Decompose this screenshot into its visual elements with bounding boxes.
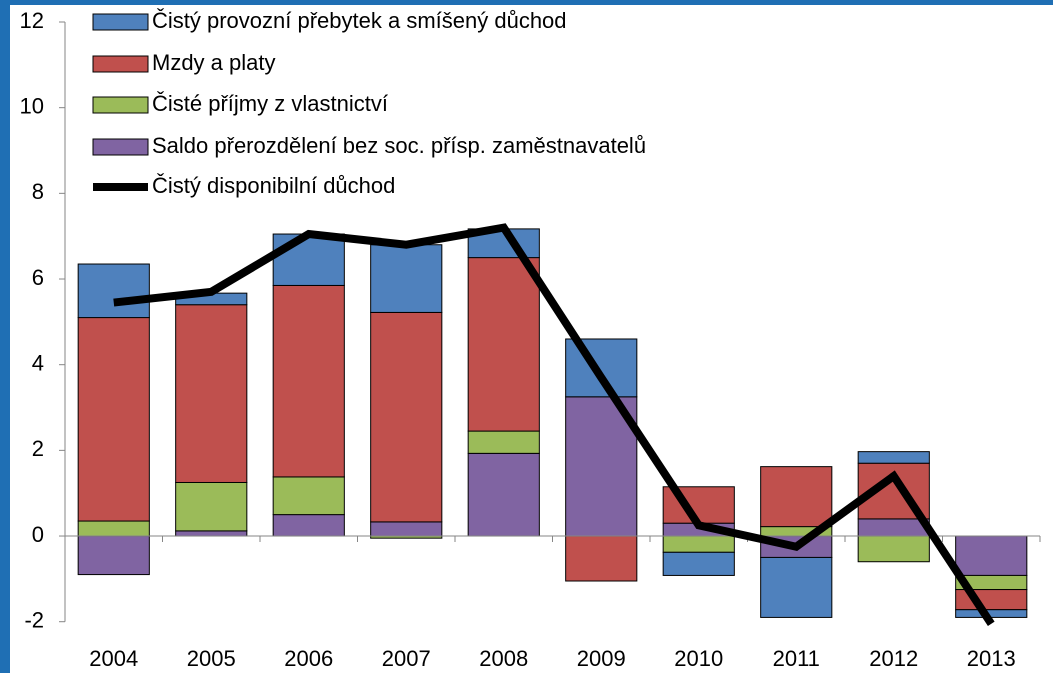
legend-label: Čistý disponibilní důchod bbox=[152, 173, 395, 198]
bar bbox=[565, 535, 638, 582]
bar bbox=[272, 233, 345, 286]
y-tick-label: 12 bbox=[20, 8, 44, 33]
y-tick-label: 8 bbox=[32, 179, 44, 204]
bar bbox=[175, 530, 248, 537]
bar bbox=[175, 304, 248, 483]
bar bbox=[272, 514, 345, 537]
bar bbox=[857, 518, 930, 537]
line bbox=[113, 223, 995, 627]
bar bbox=[760, 556, 833, 618]
legend-swatch bbox=[92, 96, 149, 114]
x-tick-label: 2012 bbox=[869, 646, 918, 671]
bar bbox=[77, 535, 150, 576]
y-tick-label: 0 bbox=[32, 522, 44, 547]
bar bbox=[662, 535, 735, 553]
bar bbox=[77, 317, 150, 522]
bar bbox=[467, 452, 540, 537]
x-tick-label: 2013 bbox=[967, 646, 1016, 671]
y-tick-label: 4 bbox=[32, 350, 44, 375]
legend-swatch bbox=[92, 55, 149, 73]
bar bbox=[467, 257, 540, 432]
y-tick-label: 10 bbox=[20, 93, 44, 118]
bar bbox=[77, 520, 150, 537]
bar bbox=[662, 551, 735, 576]
x-tick-label: 2011 bbox=[773, 646, 820, 671]
x-tick-label: 2007 bbox=[382, 646, 431, 671]
bar bbox=[565, 338, 638, 398]
bar bbox=[857, 535, 930, 563]
bar bbox=[467, 430, 540, 454]
x-tick-label: 2008 bbox=[479, 646, 528, 671]
bar bbox=[370, 244, 443, 313]
legend-label: Čisté příjmy z vlastnictví bbox=[152, 91, 388, 116]
x-tick-label: 2009 bbox=[577, 646, 626, 671]
legend-label: Čistý provozní přebytek a smíšený důchod bbox=[152, 8, 567, 33]
legend-swatch bbox=[92, 13, 149, 31]
bar bbox=[760, 466, 833, 528]
y-tick-label: -2 bbox=[24, 608, 44, 633]
legend-label: Mzdy a platy bbox=[152, 50, 276, 75]
bar bbox=[955, 609, 1028, 618]
bar bbox=[370, 521, 443, 537]
x-tick-label: 2005 bbox=[187, 646, 236, 671]
y-tick-label: 2 bbox=[32, 436, 44, 461]
bar bbox=[175, 481, 248, 532]
legend-swatch bbox=[92, 138, 149, 156]
bar bbox=[272, 476, 345, 516]
bar bbox=[272, 284, 345, 478]
bar bbox=[370, 311, 443, 523]
x-tick-label: 2010 bbox=[674, 646, 723, 671]
y-tick-label: 6 bbox=[32, 265, 44, 290]
bar bbox=[77, 263, 150, 319]
legend-label: Saldo přerozdělení bez soc. přísp. zaměs… bbox=[152, 133, 646, 158]
bar bbox=[857, 451, 930, 464]
bar bbox=[955, 535, 1028, 576]
frame-top bbox=[0, 0, 1053, 5]
x-tick-label: 2004 bbox=[89, 646, 138, 671]
x-tick-label: 2006 bbox=[284, 646, 333, 671]
frame-left bbox=[0, 0, 10, 673]
